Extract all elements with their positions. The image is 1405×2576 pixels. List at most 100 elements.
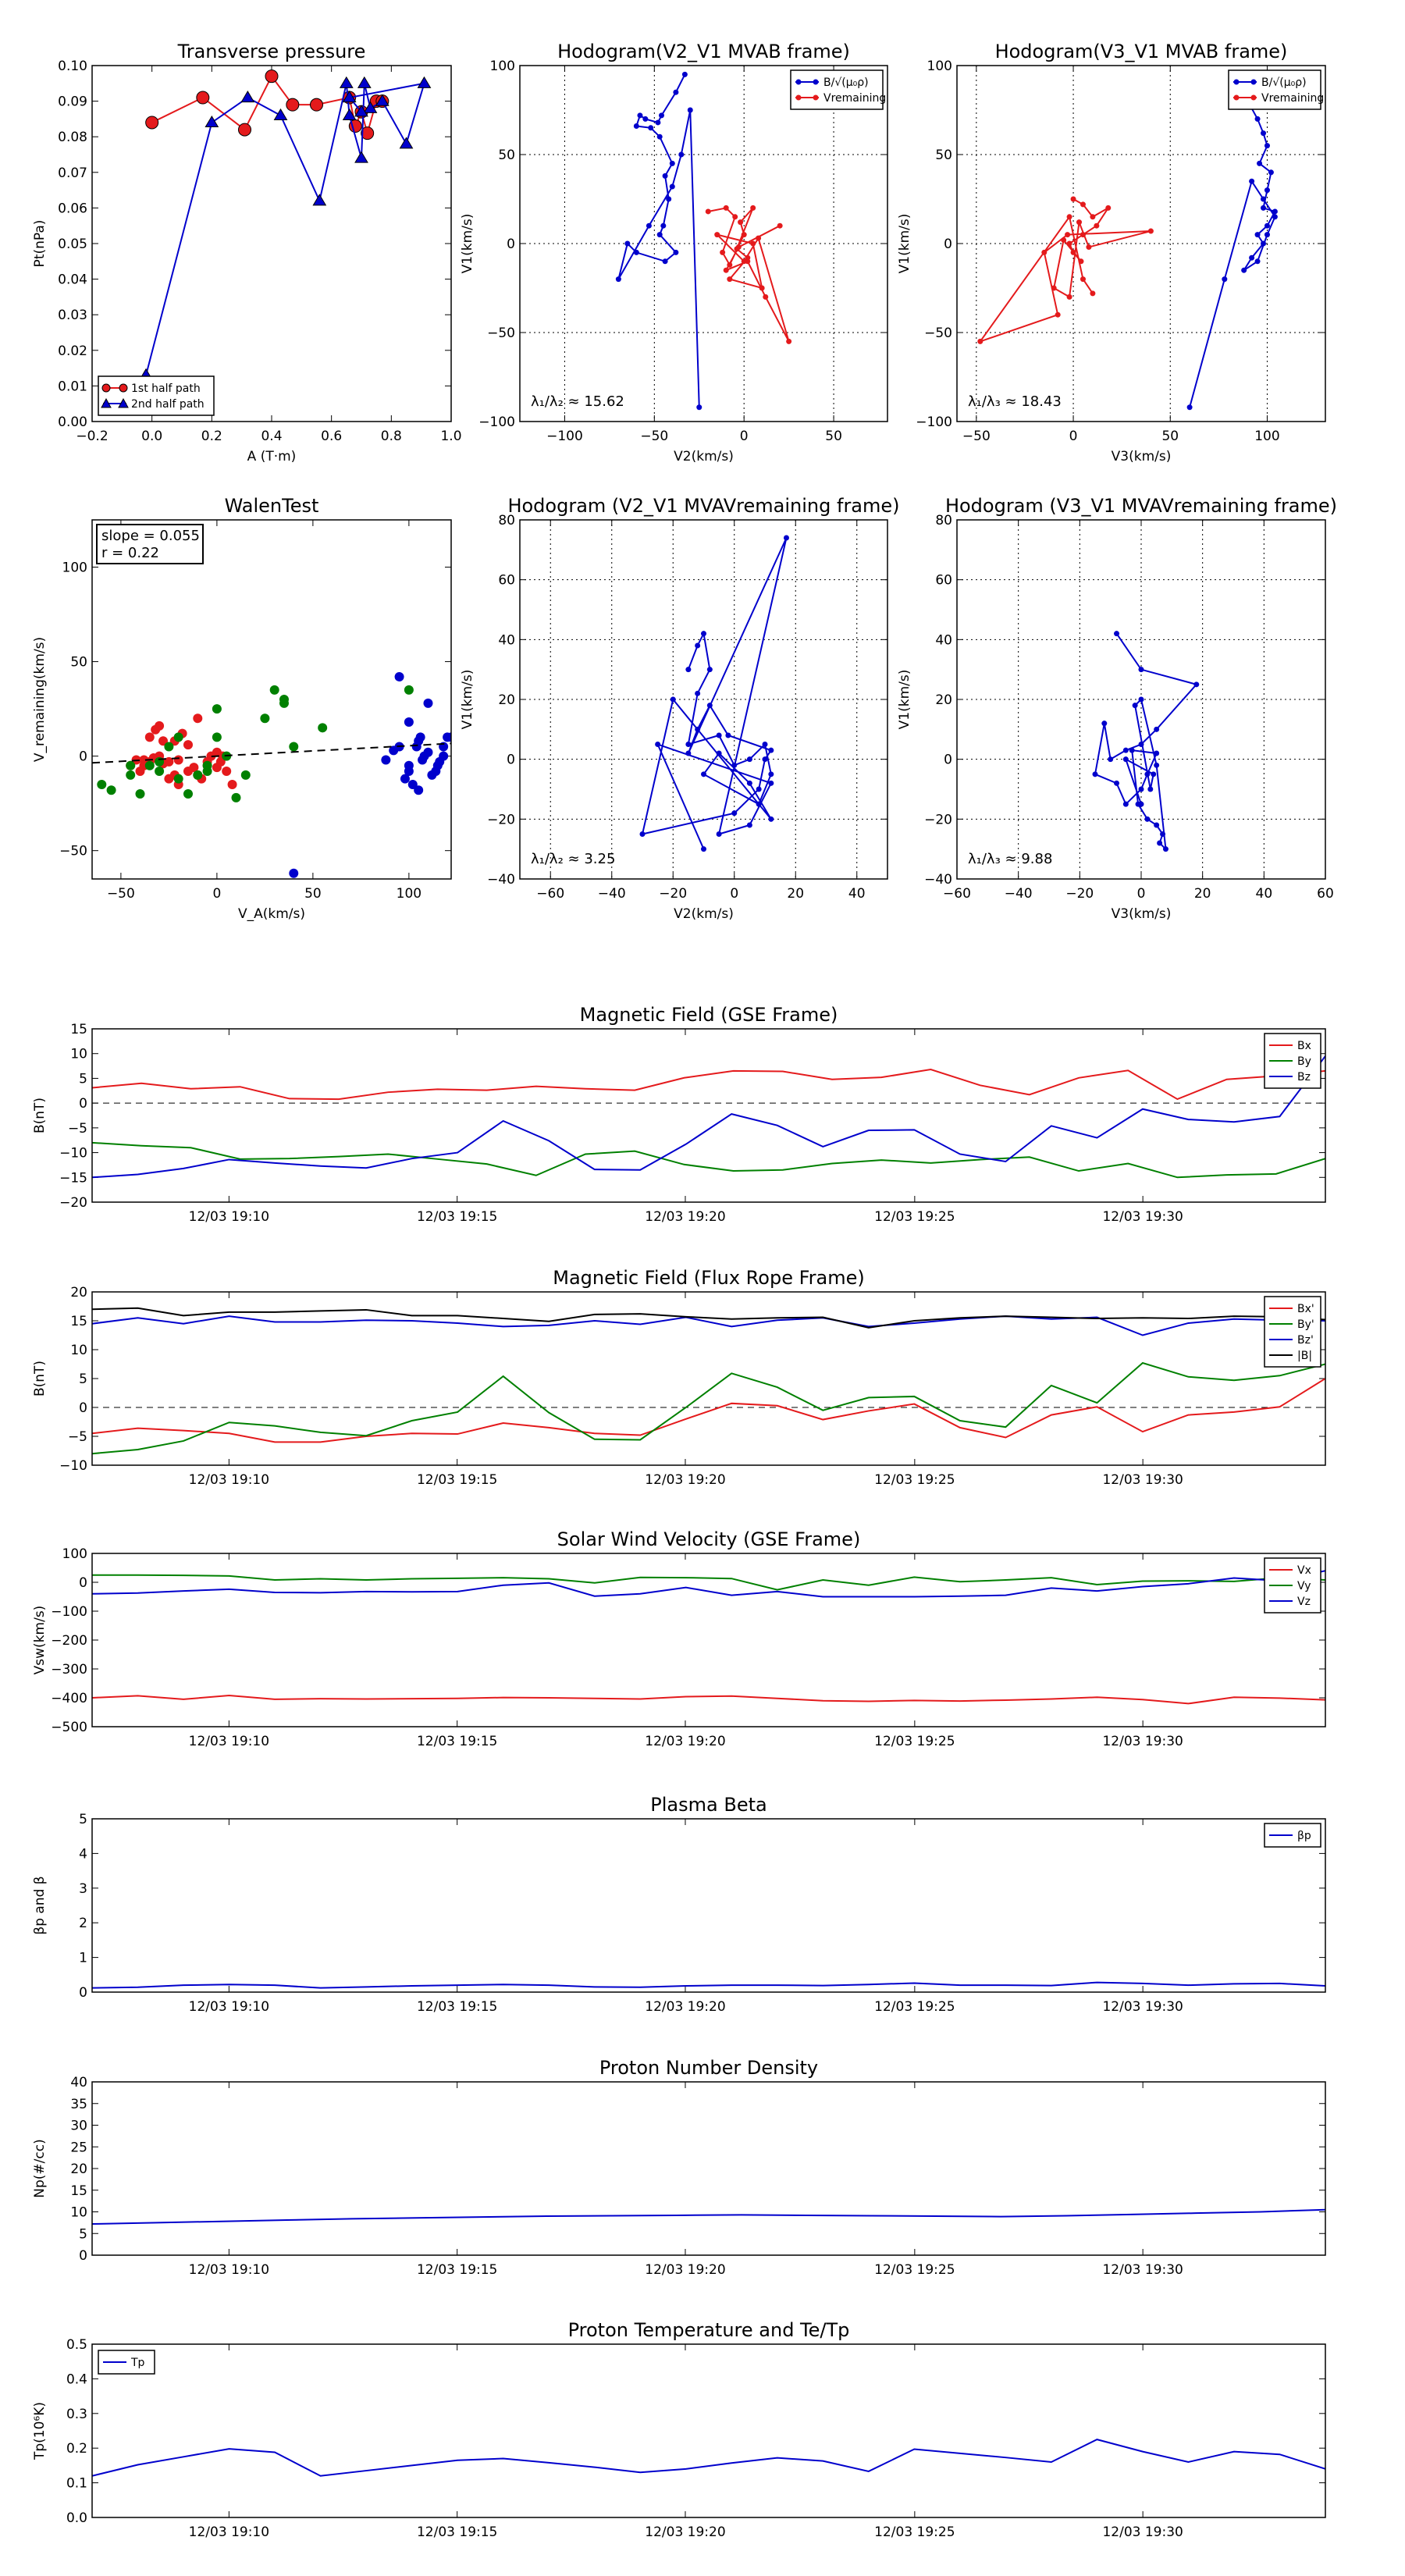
data-point (685, 667, 692, 673)
data-point (716, 732, 722, 738)
series-line-By (92, 1141, 1325, 1179)
y-tick-label: 0 (79, 1575, 87, 1591)
chart-h3: Hodogram (V2_V1 MVAVremaining frame) −60 −… (460, 495, 900, 922)
y-tick-label: 30 (70, 2119, 87, 2134)
data-point (705, 208, 711, 215)
data-point (1272, 208, 1278, 215)
data-point (1249, 178, 1255, 184)
data-point (1078, 258, 1084, 265)
y-axis-label: V1(km/s) (897, 670, 912, 730)
data-point (783, 535, 789, 541)
y-tick-label: 3 (79, 1881, 87, 1897)
y-tick-label: 5 (79, 1071, 87, 1087)
y-tick-label: −20 (59, 1195, 87, 1211)
data-point (646, 222, 652, 229)
data-point (633, 123, 639, 130)
data-point (1129, 747, 1135, 753)
chart-bfr: Magnetic Field (Flux Rope Frame) 12/03 19… (32, 1267, 1326, 1488)
data-point (763, 294, 769, 300)
chart-title: Solar Wind Velocity (GSE Frame) (557, 1528, 861, 1550)
legend-label: Vremaining (1261, 92, 1324, 105)
x-tick-label: −20 (1065, 886, 1094, 902)
plot-frame (91, 1553, 1326, 1727)
data-point (1193, 681, 1200, 688)
data-point (1162, 846, 1168, 852)
data-point (158, 736, 169, 746)
data-point (681, 71, 688, 77)
data-point (286, 98, 300, 112)
y-tick-label: −100 (51, 1604, 87, 1620)
y-tick-label: −200 (51, 1633, 87, 1649)
data-point (318, 723, 328, 733)
legend-marker (101, 397, 112, 408)
data-point (1254, 232, 1261, 238)
legend-box (98, 375, 215, 416)
chart-title: Hodogram(V2_V1 MVAB frame) (557, 41, 850, 62)
data-point (339, 76, 354, 88)
y-tick-label: 100 (490, 59, 515, 74)
x-tick-label: 12/03 19:15 (417, 2524, 497, 2540)
data-point (723, 267, 729, 273)
data-point (173, 755, 183, 765)
legend-marker (1250, 94, 1257, 101)
data-point (1080, 232, 1086, 238)
data-point (205, 115, 219, 128)
plot-area (92, 2208, 1325, 2226)
legend-label: By' (1297, 1318, 1314, 1331)
data-point (106, 785, 116, 795)
data-point (1132, 703, 1138, 709)
x-tick-label: 12/03 19:30 (1102, 2262, 1183, 2278)
chart-h2: Hodogram(V3_V1 MVAB frame)−50 0 50 100−100−… (897, 41, 1326, 464)
data-point (685, 750, 692, 756)
data-point (756, 801, 762, 807)
data-point (1086, 244, 1092, 251)
legend: Vx Vy Vz (1264, 1557, 1321, 1614)
data-point (1186, 404, 1193, 411)
data-point (670, 696, 676, 703)
data-point (678, 151, 685, 158)
data-point (1105, 205, 1112, 211)
y-tick-label: 0 (79, 1096, 87, 1112)
data-point (1160, 831, 1166, 837)
data-point (1090, 290, 1096, 297)
y-tick-label: −10 (59, 1146, 87, 1162)
data-point (756, 235, 762, 241)
data-point (750, 240, 756, 247)
plot-frame (956, 519, 1326, 880)
x-tick-label: 12/03 19:15 (417, 1999, 497, 2015)
y-tick-label: 5 (79, 1812, 87, 1827)
data-point (655, 119, 661, 126)
chart-title: Hodogram (V3_V1 MVAVremaining frame) (945, 495, 1337, 517)
data-point (404, 685, 414, 695)
data-point (1264, 222, 1270, 229)
x-tick-label: 12/03 19:15 (417, 1472, 497, 1488)
legend-label: Vx (1297, 1564, 1311, 1577)
data-point (273, 108, 288, 120)
data-point (1114, 780, 1120, 786)
plot-frame (91, 2081, 1326, 2256)
x-tick-label: 12/03 19:20 (645, 1472, 725, 1488)
chart-h4: Hodogram (V3_V1 MVAVremaining frame)−60−… (897, 495, 1337, 922)
data-point (183, 740, 193, 750)
data-point (423, 747, 433, 757)
legend-label: Tp (130, 2357, 145, 2369)
y-tick-label: −10 (59, 1458, 87, 1474)
y-tick-label: 0.5 (66, 2337, 87, 2353)
data-point (375, 94, 389, 106)
y-tick-label: −50 (924, 326, 952, 341)
data-point (768, 816, 774, 822)
data-point (269, 685, 279, 695)
data-point (193, 713, 203, 724)
x-tick-label: 12/03 19:20 (645, 2262, 725, 2278)
data-point (240, 91, 255, 103)
x-tick-label: 12/03 19:30 (1102, 1999, 1183, 2015)
fit-line (92, 742, 451, 764)
series-line-Bx (92, 1068, 1325, 1101)
data-point (126, 770, 136, 780)
series-line-Vremaining (978, 198, 1151, 343)
series-line-2nd half path (145, 82, 425, 375)
y-tick-label: 20 (70, 2161, 87, 2177)
data-point (189, 763, 199, 773)
legend-marker (1250, 79, 1257, 85)
